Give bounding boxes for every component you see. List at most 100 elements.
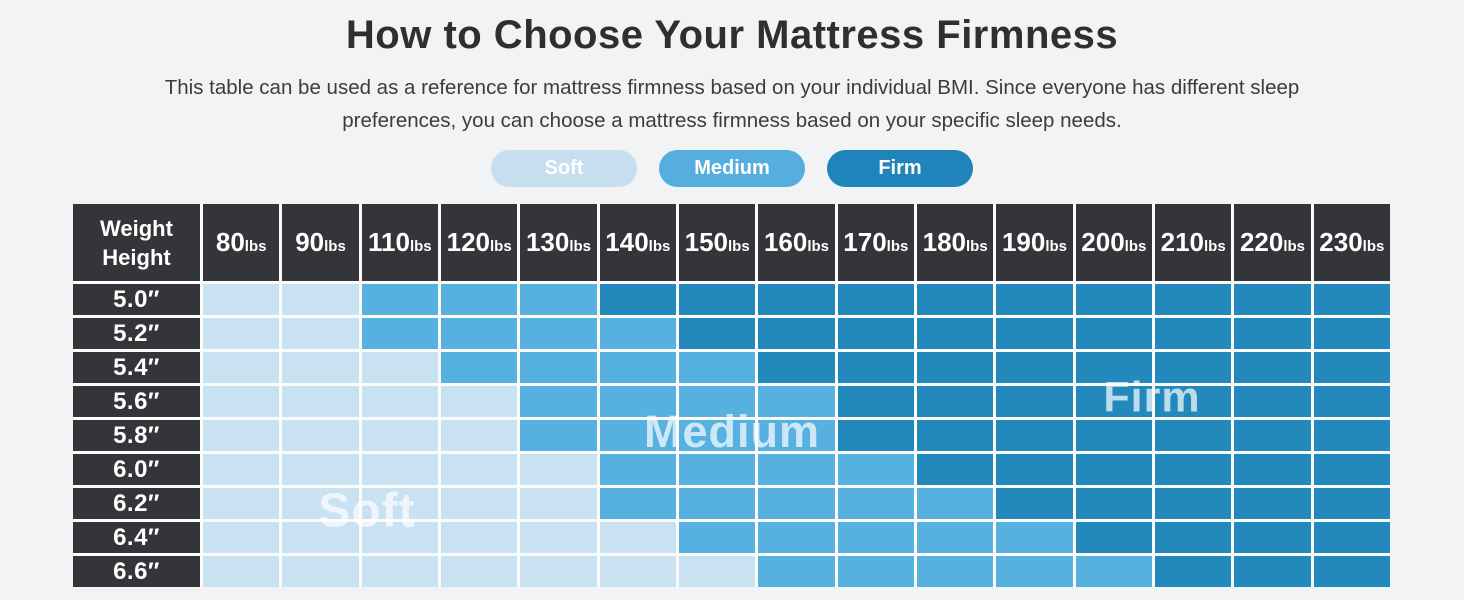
firmness-cell <box>361 522 438 553</box>
firmness-cell <box>1234 352 1311 383</box>
corner-header-height: Height <box>102 244 171 270</box>
weight-header: 200lbs <box>1075 204 1152 281</box>
legend-pill-medium: Medium <box>659 150 805 187</box>
height-header: 5.2″ <box>73 318 200 349</box>
firmness-cell <box>1234 420 1311 451</box>
firmness-cell <box>679 284 756 315</box>
firmness-cell <box>441 386 518 417</box>
firmness-cell <box>1234 284 1311 315</box>
page-title: How to Choose Your Mattress Firmness <box>345 13 1119 57</box>
height-header: 5.8″ <box>73 420 200 451</box>
firmness-cell <box>1234 318 1311 349</box>
firmness-cell <box>520 556 597 587</box>
firmness-cell <box>1313 556 1390 587</box>
firmness-cell <box>1075 386 1152 417</box>
firmness-cell <box>917 522 994 553</box>
weight-header: 140lbs <box>599 204 676 281</box>
firmness-cell <box>599 352 676 383</box>
firmness-cell <box>679 352 756 383</box>
firmness-cell <box>837 386 914 417</box>
firmness-cell <box>203 556 280 587</box>
firmness-cell <box>917 556 994 587</box>
firmness-cell <box>520 318 597 349</box>
firmness-cell <box>282 488 359 519</box>
firmness-cell <box>1155 488 1232 519</box>
firmness-cell <box>758 318 835 349</box>
corner-header-weight: Weight <box>100 215 173 241</box>
firmness-cell <box>1155 522 1232 553</box>
firmness-cell <box>917 488 994 519</box>
firmness-cell <box>599 488 676 519</box>
firmness-cell <box>282 284 359 315</box>
corner-header: Weight Height <box>73 204 200 281</box>
firmness-cell <box>1075 352 1152 383</box>
firmness-cell <box>917 454 994 485</box>
firmness-cell <box>282 386 359 417</box>
firmness-cell <box>1075 454 1152 485</box>
firmness-cell <box>837 522 914 553</box>
firmness-cell <box>837 556 914 587</box>
weight-header: 180lbs <box>917 204 994 281</box>
firmness-cell <box>520 522 597 553</box>
firmness-cell <box>282 556 359 587</box>
firmness-cell <box>361 284 438 315</box>
firmness-cell <box>758 488 835 519</box>
weight-header: 190lbs <box>996 204 1073 281</box>
firmness-cell <box>282 318 359 349</box>
firmness-cell <box>837 284 914 315</box>
firmness-cell <box>599 556 676 587</box>
firmness-cell <box>679 318 756 349</box>
firmness-cell <box>1075 556 1152 587</box>
firmness-cell <box>1155 318 1232 349</box>
firmness-cell <box>917 352 994 383</box>
firmness-cell <box>1234 454 1311 485</box>
firmness-cell <box>441 488 518 519</box>
firmness-cell <box>758 386 835 417</box>
firmness-cell <box>758 352 835 383</box>
firmness-cell <box>1155 556 1232 587</box>
firmness-cell <box>361 318 438 349</box>
firmness-cell <box>837 420 914 451</box>
height-header: 5.0″ <box>73 284 200 315</box>
subtitle-line: This table can be used as a reference fo… <box>164 76 1300 99</box>
firmness-cell <box>441 556 518 587</box>
firmness-cell <box>441 454 518 485</box>
firmness-cell <box>996 352 1073 383</box>
firmness-cell <box>1313 318 1390 349</box>
firmness-cell <box>282 522 359 553</box>
firmness-cell <box>203 284 280 315</box>
firmness-cell <box>1313 284 1390 315</box>
firmness-cell <box>1313 454 1390 485</box>
height-header: 6.6″ <box>73 556 200 587</box>
firmness-cell <box>996 318 1073 349</box>
weight-header: 90lbs <box>282 204 359 281</box>
weight-header: 150lbs <box>679 204 756 281</box>
firmness-cell <box>441 522 518 553</box>
legend-pill-soft: Soft <box>491 150 637 187</box>
firmness-cell <box>282 454 359 485</box>
firmness-cell <box>361 454 438 485</box>
weight-header: 220lbs <box>1234 204 1311 281</box>
firmness-cell <box>996 420 1073 451</box>
firmness-cell <box>282 352 359 383</box>
firmness-cell <box>1155 352 1232 383</box>
firmness-cell <box>758 420 835 451</box>
firmness-cell <box>996 522 1073 553</box>
firmness-cell <box>1234 386 1311 417</box>
firmness-cell <box>203 352 280 383</box>
height-header: 6.2″ <box>73 488 200 519</box>
weight-header: 130lbs <box>520 204 597 281</box>
firmness-grid: Weight Height 80lbs 90lbs 110lbs 120lbs 130l… <box>73 204 1390 587</box>
weight-header: 80lbs <box>203 204 280 281</box>
firmness-cell <box>758 522 835 553</box>
firmness-cell <box>203 522 280 553</box>
firmness-cell <box>1313 386 1390 417</box>
firmness-cell <box>679 386 756 417</box>
firmness-cell <box>203 488 280 519</box>
firmness-cell <box>758 454 835 485</box>
firmness-cell <box>441 284 518 315</box>
firmness-cell <box>758 556 835 587</box>
firmness-cell <box>520 284 597 315</box>
firmness-cell <box>996 454 1073 485</box>
firmness-cell <box>599 454 676 485</box>
